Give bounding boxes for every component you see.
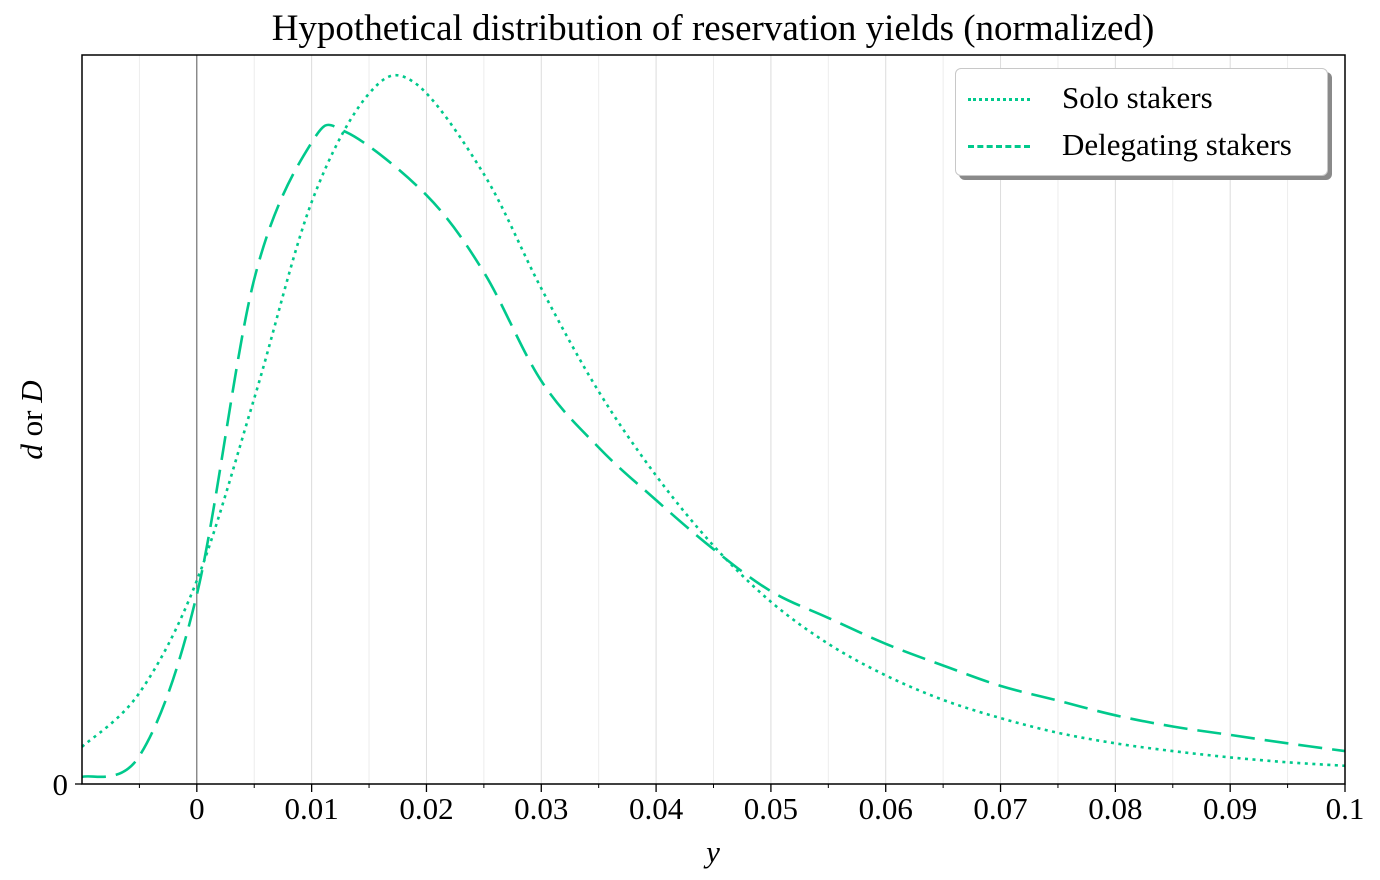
legend-swatch-solo [968,98,1030,101]
y-axis-label-d: d [14,444,49,460]
axis-ticks: 0 0.01 0.02 0.03 0.04 0.05 0.06 0.07 0.08 0.09 0.1… [53,767,1365,826]
legend-item-solo: Solo stakers [956,75,1327,121]
x-tick-label: 0.06 [859,791,913,826]
x-tick-label: 0.05 [744,791,798,826]
chart-title: Hypothetical distribution of reservation… [272,8,1155,49]
y-tick-label: 0 [53,767,69,802]
series-line-delegating-stakers [81,123,1346,779]
x-tick-label: 0.02 [399,791,453,826]
x-axis-label: y [703,834,720,869]
x-tick-label: 0.07 [973,791,1027,826]
y-axis-label-D: D [14,380,49,403]
legend-item-delegating: Delegating stakers [956,122,1327,168]
x-tick-label: 0 [189,791,205,826]
x-tick-label: 0.08 [1088,791,1142,826]
series-line-solo-stakers [81,73,1346,768]
legend: Solo stakers Delegating stakers [955,68,1328,176]
x-tick-label: 0.1 [1326,791,1365,826]
y-axis-label: d or D [14,380,49,459]
x-tick-label: 0.09 [1203,791,1257,826]
y-axis-label-or: or [14,403,49,444]
x-tick-label: 0.01 [285,791,339,826]
series-lines [81,73,1346,779]
x-tick-label: 0.03 [514,791,568,826]
legend-label-delegating: Delegating stakers [1062,127,1292,162]
legend-swatch-delegating [968,145,1030,148]
x-tick-label: 0.04 [629,791,684,826]
grid-lines [138,55,1346,784]
legend-label-solo: Solo stakers [1062,80,1213,115]
